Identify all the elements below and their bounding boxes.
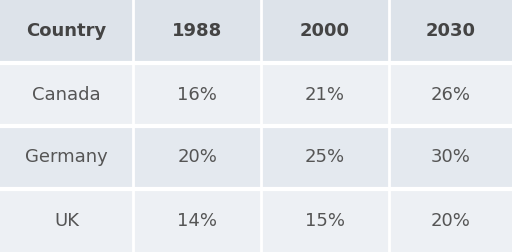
Text: 2000: 2000 <box>300 22 350 41</box>
Bar <box>261 126 389 189</box>
Text: Canada: Canada <box>32 85 101 104</box>
Text: Country: Country <box>27 22 106 41</box>
Bar <box>133 0 261 63</box>
Bar <box>0 0 133 63</box>
Bar <box>133 189 261 252</box>
Text: 30%: 30% <box>431 148 471 167</box>
Text: 25%: 25% <box>305 148 345 167</box>
Bar <box>0 189 133 252</box>
Text: Germany: Germany <box>25 148 108 167</box>
Bar <box>261 189 389 252</box>
Text: 14%: 14% <box>177 211 217 230</box>
Bar <box>389 63 512 126</box>
Bar <box>133 63 261 126</box>
Bar <box>133 126 261 189</box>
Bar <box>389 126 512 189</box>
Bar <box>0 63 133 126</box>
Text: 21%: 21% <box>305 85 345 104</box>
Text: 2030: 2030 <box>425 22 476 41</box>
Text: 1988: 1988 <box>172 22 222 41</box>
Text: 15%: 15% <box>305 211 345 230</box>
Text: 16%: 16% <box>177 85 217 104</box>
Bar <box>0 126 133 189</box>
Text: UK: UK <box>54 211 79 230</box>
Text: 20%: 20% <box>177 148 217 167</box>
Bar <box>261 63 389 126</box>
Bar <box>389 189 512 252</box>
Text: 26%: 26% <box>431 85 471 104</box>
Text: 20%: 20% <box>431 211 471 230</box>
Bar <box>261 0 389 63</box>
Bar <box>389 0 512 63</box>
